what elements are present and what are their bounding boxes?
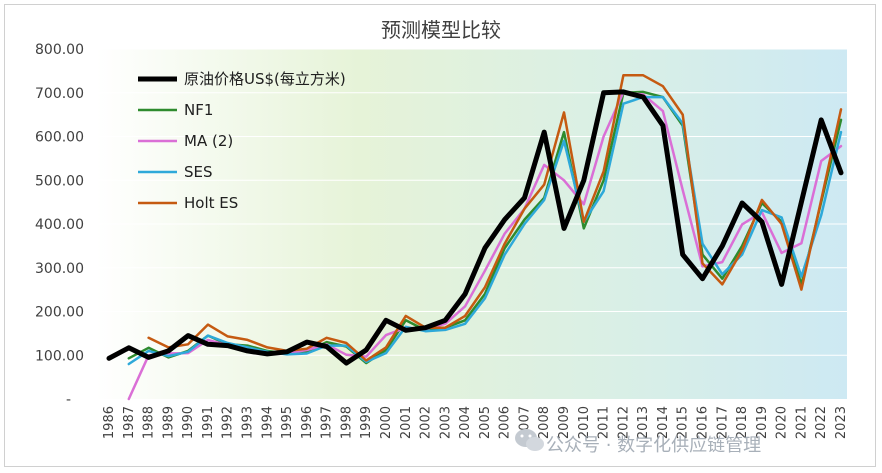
y-tick-label: - xyxy=(66,392,71,408)
x-tick-label: 1991 xyxy=(201,406,216,439)
x-tick-label: 1995 xyxy=(280,406,295,439)
x-tick-label: 2015 xyxy=(676,406,691,439)
x-tick-label: 2014 xyxy=(656,406,671,439)
x-tick-label: 2009 xyxy=(557,406,572,439)
x-tick-label: 2021 xyxy=(794,406,809,439)
y-tick-label: 400.00 xyxy=(35,217,84,233)
x-tick-label: 2013 xyxy=(636,406,651,439)
x-tick-label: 2022 xyxy=(814,406,829,439)
watermark-text: 公众号 · 数字化供应链管理 xyxy=(546,435,761,456)
series-layer xyxy=(106,74,844,401)
x-tick-label: 2017 xyxy=(715,406,730,439)
legend-label: NF1 xyxy=(184,101,213,119)
legend-label: MA (2) xyxy=(184,132,233,150)
x-tick-label: 2010 xyxy=(577,406,592,439)
chart-title: 预测模型比较 xyxy=(381,18,501,42)
x-tick-label: 2005 xyxy=(478,406,493,439)
x-tick-label: 2012 xyxy=(616,406,631,439)
y-tick-label: 600.00 xyxy=(35,130,84,146)
x-axis-ticks: 1986 1987 1988 1989 1990 1991 1992 1993 1994 1995… xyxy=(102,406,849,439)
watermark: 公众号 · 数字化供应链管理 xyxy=(515,429,761,456)
x-tick-label: 1988 xyxy=(142,406,157,439)
y-tick-label: 800.00 xyxy=(35,42,84,58)
x-tick-label: 2016 xyxy=(696,406,711,439)
x-tick-label: 2001 xyxy=(399,406,414,439)
y-axis-ticks: - 100.00 200.00 300.00 400.00 500.00 600.00 700… xyxy=(35,42,84,408)
x-tick-label: 1992 xyxy=(221,406,236,439)
legend: 原油价格US$(每立方米) NF1 MA (2) SES Holt ES xyxy=(138,70,346,212)
series-line-4 xyxy=(147,74,843,362)
x-tick-label: 2000 xyxy=(379,406,394,439)
chart-svg: 预测模型比较 - 100.00 200.00 300.00 400.00 500.00 60… xyxy=(35,18,849,456)
legend-label: 原油价格US$(每立方米) xyxy=(184,70,346,88)
x-tick-label: 2011 xyxy=(597,406,612,439)
x-tick-label: 2004 xyxy=(458,406,473,439)
x-tick-label: 1987 xyxy=(122,406,137,439)
y-tick-label: 100.00 xyxy=(35,348,84,364)
y-tick-label: 500.00 xyxy=(35,173,84,189)
series-line-1 xyxy=(127,90,843,365)
legend-label: Holt ES xyxy=(184,194,238,212)
y-tick-label: 700.00 xyxy=(35,86,84,102)
x-tick-label: 2003 xyxy=(438,406,453,439)
x-tick-label: 1998 xyxy=(339,406,354,439)
x-tick-label: 2019 xyxy=(755,406,770,439)
x-tick-label: 1994 xyxy=(260,406,275,439)
x-tick-label: 1996 xyxy=(300,406,315,439)
y-tick-label: 200.00 xyxy=(35,305,84,321)
x-tick-label: 1990 xyxy=(181,406,196,439)
wechat-icon xyxy=(515,429,544,451)
x-tick-label: 1997 xyxy=(320,406,335,439)
x-tick-label: 1999 xyxy=(359,406,374,439)
series-line-0 xyxy=(106,89,844,366)
x-tick-label: 2006 xyxy=(498,406,513,439)
x-tick-label: 2008 xyxy=(537,406,552,439)
x-tick-label: 1986 xyxy=(102,406,117,439)
x-tick-label: 1993 xyxy=(240,406,255,439)
x-tick-label: 2023 xyxy=(834,406,849,439)
chart-frame: 预测模型比较 - 100.00 200.00 300.00 400.00 500.00 60… xyxy=(4,4,876,467)
series-line-3 xyxy=(127,95,843,366)
legend-label: SES xyxy=(184,163,213,181)
y-tick-label: 300.00 xyxy=(35,261,84,277)
x-tick-label: 2018 xyxy=(735,406,750,439)
x-tick-label: 1989 xyxy=(161,406,176,439)
x-tick-label: 2002 xyxy=(419,406,434,439)
x-tick-label: 2020 xyxy=(775,406,790,439)
